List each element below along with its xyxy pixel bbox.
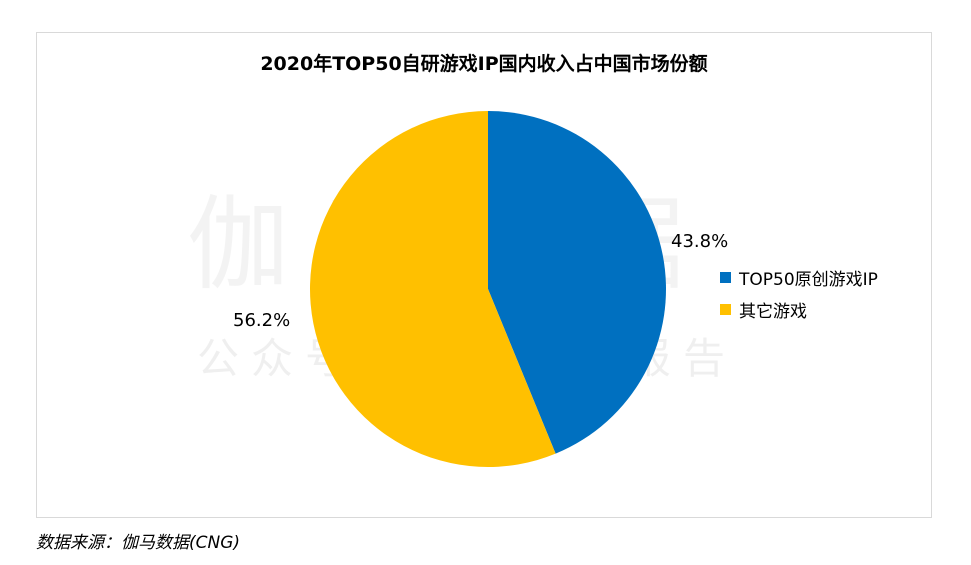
data-label-other-games: 56.2% <box>233 310 291 331</box>
chart-title: 2020年TOP50自研游戏IP国内收入占中国市场份额 <box>260 53 708 75</box>
chart-frame: 2020年TOP50自研游戏IP国内收入占中国市场份额 伽马数据 公众号：游戏产… <box>36 32 932 518</box>
legend-swatch-other-games <box>720 303 731 315</box>
pie-slice-top50-original-ip <box>488 111 667 454</box>
data-source-note: 数据来源：伽马数据(CNG) <box>36 533 241 553</box>
legend-item-top50-original-ip: TOP50原创游戏IP <box>720 261 878 293</box>
data-label-top50-original-ip: 43.8% <box>671 231 729 252</box>
legend-item-other-games: 其它游戏 <box>720 293 878 325</box>
pie-slice-other-games <box>310 111 556 467</box>
pie-chart <box>310 111 667 467</box>
chart-legend: TOP50原创游戏IP 其它游戏 <box>720 261 878 325</box>
legend-swatch-top50-original-ip <box>720 271 731 283</box>
legend-label-other-games: 其它游戏 <box>739 301 807 322</box>
legend-label-top50-original-ip: TOP50原创游戏IP <box>739 269 878 290</box>
